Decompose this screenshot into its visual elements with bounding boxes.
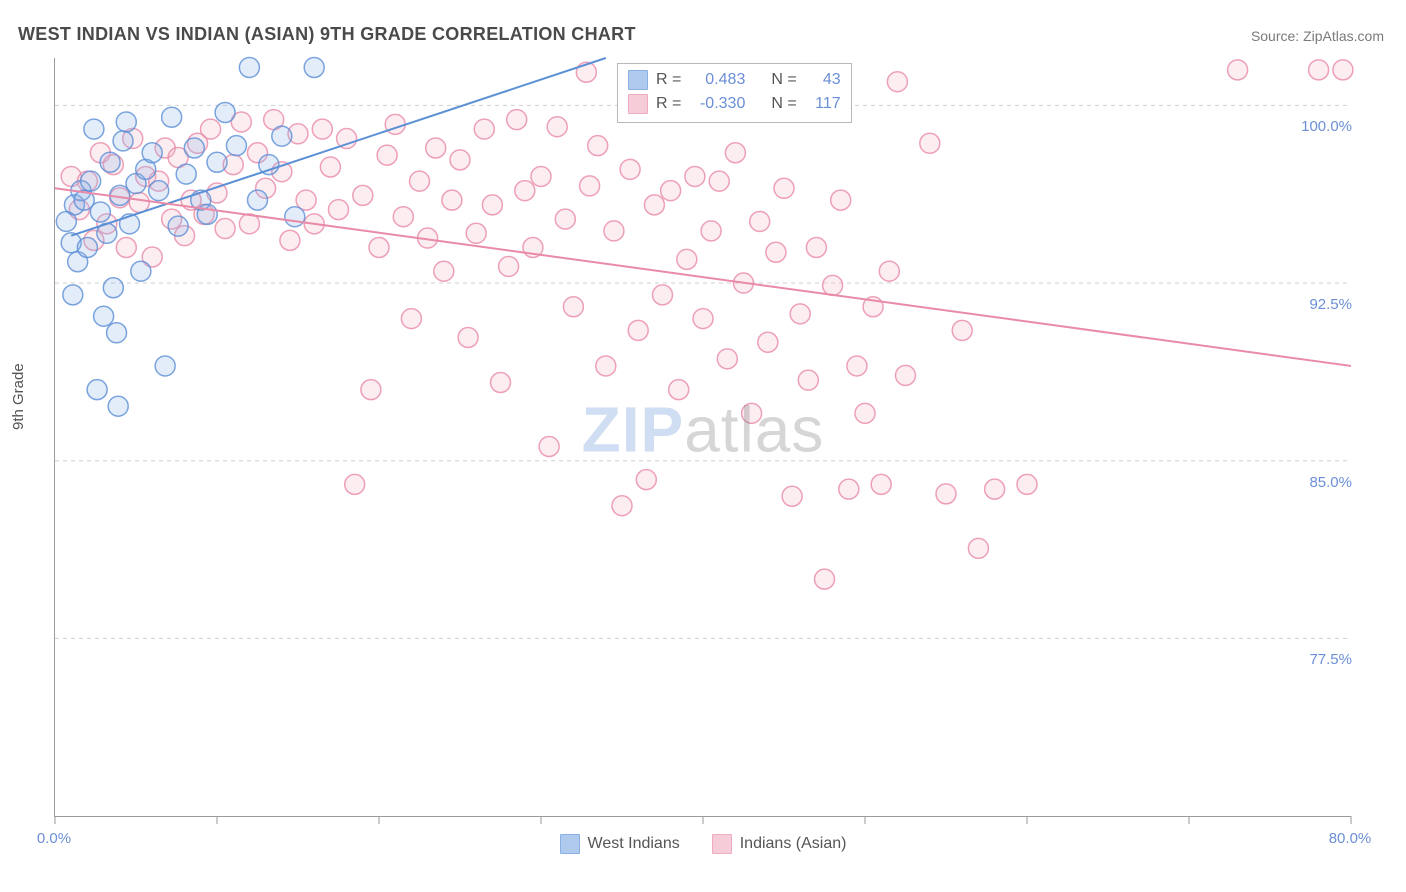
bottom-swatch-1 [712,834,732,854]
y-tick-label: 77.5% [1292,651,1352,668]
y-tick-label: 100.0% [1292,118,1352,135]
y-axis-label: 9th Grade [10,363,27,430]
swatch-west-indians [628,70,648,90]
R-value-0: 0.483 [689,71,745,89]
y-tick-label: 85.0% [1292,474,1352,491]
N-label-1: N = [771,95,796,113]
N-value-1: 117 [805,95,841,113]
R-label-0: R = [656,71,681,89]
x-tick-label: 80.0% [1320,830,1380,847]
stats-row-indians-asian: R = -0.330 N = 117 [628,92,841,116]
plot-svg [55,58,1351,816]
R-value-1: -0.330 [689,95,745,113]
y-tick-label: 92.5% [1292,296,1352,313]
N-value-0: 43 [805,71,841,89]
bottom-legend-item-0: West Indians [560,834,680,854]
bottom-legend-label-1: Indians (Asian) [740,835,847,853]
bottom-legend-item-1: Indians (Asian) [712,834,847,854]
source-label: Source: ZipAtlas.com [1251,28,1384,44]
swatch-indians-asian [628,94,648,114]
x-tick-label: 0.0% [24,830,84,847]
bottom-legend-label-0: West Indians [588,835,680,853]
stats-row-west-indians: R = 0.483 N = 43 [628,68,841,92]
N-label-0: N = [771,71,796,89]
bottom-swatch-0 [560,834,580,854]
plot-area: ZIPatlas [54,58,1351,817]
chart-container: WEST INDIAN VS INDIAN (ASIAN) 9TH GRADE … [0,0,1406,892]
chart-title: WEST INDIAN VS INDIAN (ASIAN) 9TH GRADE … [18,24,636,45]
stats-legend: R = 0.483 N = 43 R = -0.330 N = 117 [617,63,852,123]
R-label-1: R = [656,95,681,113]
bottom-legend: West Indians Indians (Asian) [0,834,1406,854]
